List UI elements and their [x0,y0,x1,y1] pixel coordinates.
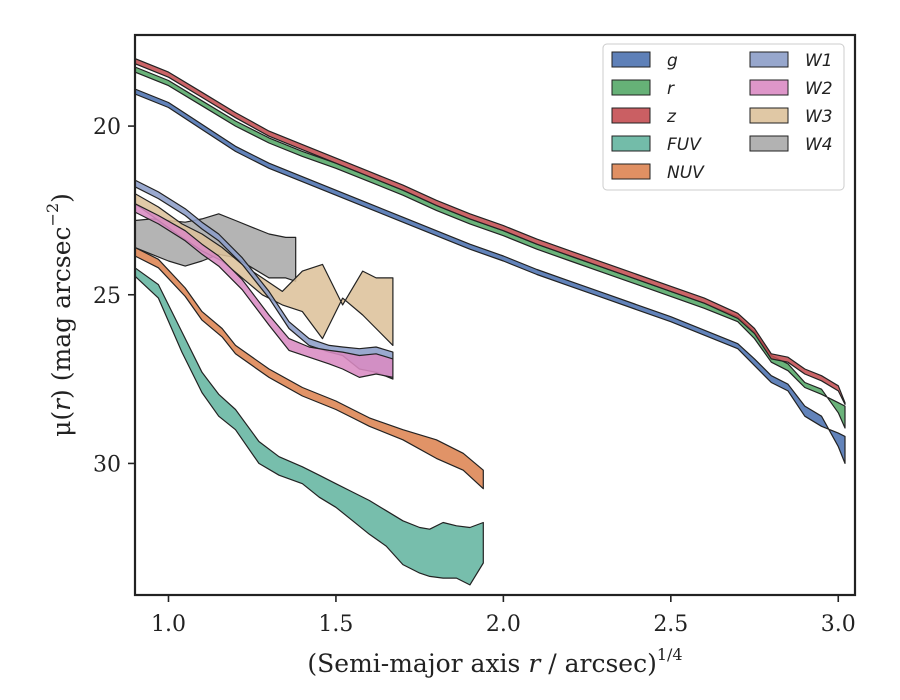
legend-swatch-w2 [749,79,789,96]
y-tick-label: 20 [93,115,121,140]
x-tick-label: 2.5 [653,612,688,637]
legend-swatch-w4 [749,135,789,152]
legend-swatch-w1 [749,51,789,68]
bands-group [135,58,846,586]
band-g [135,88,846,464]
band-w2 [135,203,394,378]
y-axis-label: μ(r) (mag arcsec−2) [43,193,76,437]
legend-swatch-nuv [611,163,651,180]
legend: grz FUV NUV W1 W2 W3 W4 [602,43,845,191]
legend-label-w3: W3 [805,107,833,127]
x-axis-label: (Semi-major axis r / arcsec)1/4 [307,645,682,678]
x-tick-label: 3.0 [821,612,856,637]
legend-swatch-z [611,107,651,124]
y-tick-label: 30 [93,452,121,477]
plot-area [135,58,846,586]
band-nuv [135,246,484,490]
legend-swatch-g [611,51,651,68]
band-z [135,58,846,405]
x-tick-label: 1.0 [151,612,186,637]
band-fuv [135,267,484,586]
legend-label-w1: W1 [805,51,833,71]
legend-label-fuv: FUV [667,135,702,155]
legend-label-z: z [666,107,677,127]
legend-label-g: g [667,51,678,71]
x-tick-label: 2.0 [486,612,521,637]
legend-label-w2: W2 [805,79,833,99]
legend-label-nuv: NUV [667,163,705,183]
axes-frame [133,33,857,597]
legend-swatch-r [611,79,651,96]
axes: 1.0 1.5 2.0 2.5 3.0 20 25 30 [93,33,857,637]
x-tick-label: 1.5 [318,612,353,637]
legend-label-w4: W4 [805,135,833,155]
legend-label-r: r [667,79,675,99]
legend-swatch-w3 [749,107,789,124]
y-tick-label: 25 [93,284,121,309]
legend-swatch-fuv [611,135,651,152]
